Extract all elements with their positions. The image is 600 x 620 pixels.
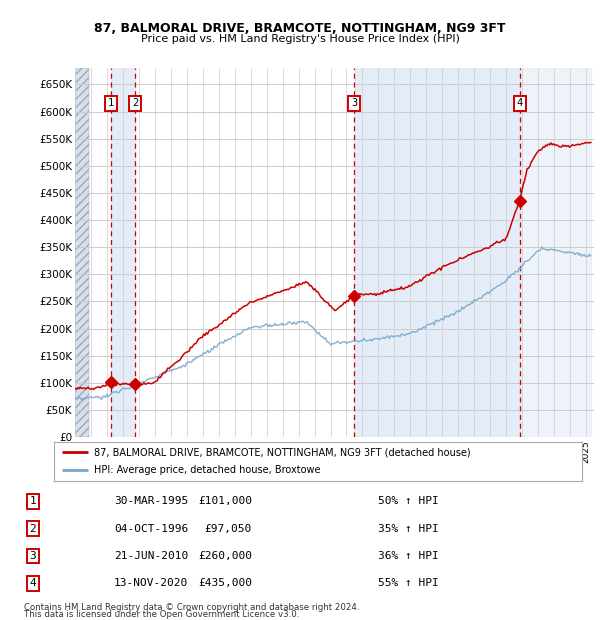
Bar [75, 68, 89, 437]
Text: 21-JUN-2010: 21-JUN-2010 [114, 551, 188, 561]
Text: 3: 3 [351, 99, 357, 108]
Text: £97,050: £97,050 [205, 524, 252, 534]
Bar [354, 68, 520, 437]
Text: 4: 4 [517, 99, 523, 108]
Text: 2: 2 [29, 524, 37, 534]
Text: 50% ↑ HPI: 50% ↑ HPI [378, 497, 439, 507]
Text: Price paid vs. HM Land Registry's House Price Index (HPI): Price paid vs. HM Land Registry's House … [140, 34, 460, 44]
Bar [75, 68, 89, 437]
Text: 1: 1 [108, 99, 114, 108]
Text: 30-MAR-1995: 30-MAR-1995 [114, 497, 188, 507]
Text: This data is licensed under the Open Government Licence v3.0.: This data is licensed under the Open Gov… [24, 610, 299, 619]
Text: 1: 1 [29, 497, 37, 507]
Text: 04-OCT-1996: 04-OCT-1996 [114, 524, 188, 534]
Text: 4: 4 [29, 578, 37, 588]
Text: 35% ↑ HPI: 35% ↑ HPI [378, 524, 439, 534]
Text: £260,000: £260,000 [198, 551, 252, 561]
Text: 55% ↑ HPI: 55% ↑ HPI [378, 578, 439, 588]
Text: 13-NOV-2020: 13-NOV-2020 [114, 578, 188, 588]
Text: HPI: Average price, detached house, Broxtowe: HPI: Average price, detached house, Brox… [94, 465, 320, 475]
Text: 87, BALMORAL DRIVE, BRAMCOTE, NOTTINGHAM, NG9 3FT (detached house): 87, BALMORAL DRIVE, BRAMCOTE, NOTTINGHAM… [94, 448, 470, 458]
Text: £101,000: £101,000 [198, 497, 252, 507]
Text: 3: 3 [29, 551, 37, 561]
Text: 87, BALMORAL DRIVE, BRAMCOTE, NOTTINGHAM, NG9 3FT: 87, BALMORAL DRIVE, BRAMCOTE, NOTTINGHAM… [94, 22, 506, 35]
Text: £435,000: £435,000 [198, 578, 252, 588]
Bar [520, 68, 591, 437]
Bar [111, 68, 135, 437]
Text: 36% ↑ HPI: 36% ↑ HPI [378, 551, 439, 561]
Text: Contains HM Land Registry data © Crown copyright and database right 2024.: Contains HM Land Registry data © Crown c… [24, 603, 359, 612]
Text: 2: 2 [132, 99, 138, 108]
